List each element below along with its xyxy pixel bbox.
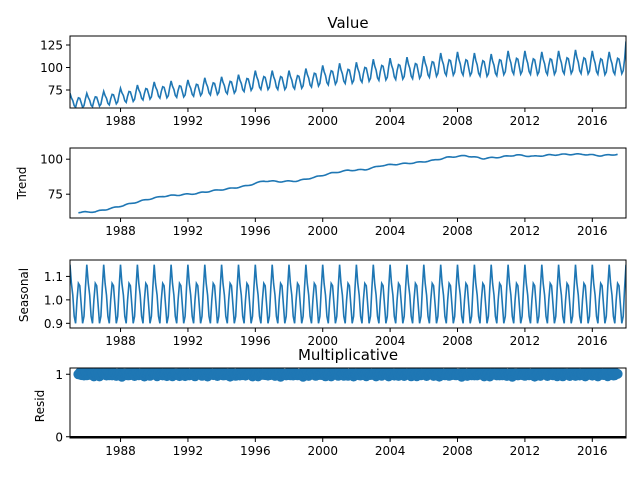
x-tick-label: 2004 bbox=[375, 224, 406, 238]
value-panel-title: Value bbox=[327, 14, 368, 32]
plot-frame bbox=[69, 147, 627, 219]
plot-frame bbox=[69, 35, 627, 109]
x-tick-label: 2012 bbox=[510, 444, 541, 458]
x-tick-label: 1988 bbox=[105, 114, 136, 128]
trend-panel: Trend 1988 1992 1996 2000 2004 2008 2012 2016 75… bbox=[15, 147, 627, 238]
x-tick-label: 1996 bbox=[240, 224, 271, 238]
plot-marks bbox=[70, 264, 626, 324]
x-tick-label: 2008 bbox=[442, 114, 473, 128]
x-tick-label: 1988 bbox=[105, 224, 136, 238]
x-tick-label: 2012 bbox=[510, 334, 541, 348]
x-tick-label: 1992 bbox=[173, 444, 204, 458]
x-tick-label: 2012 bbox=[510, 224, 541, 238]
y-tick-label: 1 bbox=[55, 368, 63, 382]
trend-series-line bbox=[78, 153, 618, 214]
y-tick-label: 100 bbox=[40, 61, 63, 75]
y-tick-label: 0.9 bbox=[44, 317, 63, 331]
x-tick-label: 2008 bbox=[442, 444, 473, 458]
seasonal-series-line bbox=[70, 264, 626, 324]
x-tick-label: 1992 bbox=[173, 224, 204, 238]
y-tick-label: 1.1 bbox=[44, 270, 63, 284]
y-tick-label: 125 bbox=[40, 39, 63, 53]
plot-marks bbox=[70, 41, 626, 108]
x-tick-label: 2004 bbox=[375, 444, 406, 458]
x-tick-label: 2000 bbox=[307, 444, 338, 458]
seasonal-panel: Seasonal 1988 1992 1996 2000 2004 2008 2012 201… bbox=[17, 259, 627, 348]
trend-plot-area: 1988 1992 1996 2000 2004 2008 2012 2016 75 100 bbox=[40, 147, 627, 238]
x-tick-label: 1988 bbox=[105, 444, 136, 458]
x-tick-label: 2004 bbox=[375, 114, 406, 128]
value-panel: Value 1988 1992 1996 2000 2004 2008 2012 2016 75… bbox=[40, 14, 627, 128]
seasonal-plot-area: 1988 1992 1996 2000 2004 2008 2012 2016 0.9 1.0 1.… bbox=[44, 259, 627, 348]
resid-point bbox=[612, 368, 623, 379]
x-tick-label: 2016 bbox=[577, 334, 608, 348]
plot-marks bbox=[78, 153, 618, 214]
y-tick-label: 75 bbox=[48, 188, 63, 202]
resid-panel: Multiplicative Resid 1988 1992 1996 2000 200… bbox=[33, 346, 627, 458]
resid-panel-ylabel: Resid bbox=[33, 390, 47, 422]
x-tick-label: 2016 bbox=[577, 224, 608, 238]
x-tick-label: 2016 bbox=[577, 444, 608, 458]
x-tick-label: 2000 bbox=[307, 114, 338, 128]
x-tick-label: 1992 bbox=[173, 114, 204, 128]
y-tick-label: 1.0 bbox=[44, 293, 63, 307]
resid-panel-title: Multiplicative bbox=[298, 346, 398, 364]
x-tick-label: 2000 bbox=[307, 334, 338, 348]
trend-panel-ylabel: Trend bbox=[15, 167, 29, 201]
x-tick-label: 1996 bbox=[240, 114, 271, 128]
x-tick-label: 2008 bbox=[442, 224, 473, 238]
x-tick-label: 1996 bbox=[240, 334, 271, 348]
x-tick-label: 2012 bbox=[510, 114, 541, 128]
seasonal-panel-ylabel: Seasonal bbox=[17, 268, 31, 322]
x-tick-label: 1996 bbox=[240, 444, 271, 458]
y-tick-label: 75 bbox=[48, 84, 63, 98]
plot-frame bbox=[69, 367, 627, 439]
x-tick-label: 1988 bbox=[105, 334, 136, 348]
y-tick-label: 100 bbox=[40, 153, 63, 167]
x-tick-label: 2000 bbox=[307, 224, 338, 238]
plot-marks bbox=[70, 368, 626, 438]
x-tick-label: 2004 bbox=[375, 334, 406, 348]
value-plot-area: 1988 1992 1996 2000 2004 2008 2012 2016 75 100 125 bbox=[40, 35, 627, 128]
resid-plot-area: 1988 1992 1996 2000 2004 2008 2012 2016 0 1 bbox=[55, 367, 627, 458]
plot-frame bbox=[69, 259, 627, 329]
value-series-line bbox=[70, 41, 626, 108]
x-tick-label: 2008 bbox=[442, 334, 473, 348]
x-tick-label: 2016 bbox=[577, 114, 608, 128]
y-tick-label: 0 bbox=[55, 430, 63, 444]
x-tick-label: 1992 bbox=[173, 334, 204, 348]
